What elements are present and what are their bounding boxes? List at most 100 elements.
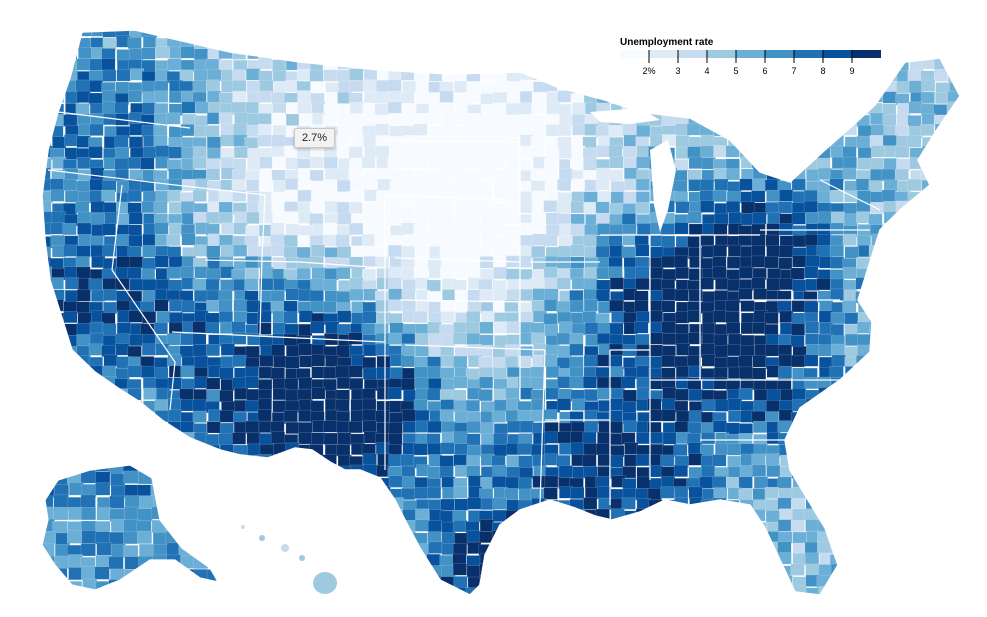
county-cell bbox=[532, 288, 547, 301]
legend-swatch bbox=[649, 50, 678, 58]
county-cell bbox=[272, 388, 287, 401]
county-cell bbox=[751, 190, 766, 203]
county-cell bbox=[414, 356, 429, 369]
county-cell bbox=[257, 256, 272, 269]
county-cell bbox=[712, 79, 727, 92]
county-cell bbox=[701, 399, 716, 412]
county-cell bbox=[245, 101, 260, 114]
county-cell bbox=[868, 509, 883, 522]
county-cell bbox=[493, 433, 508, 446]
county-cell bbox=[934, 178, 949, 191]
county-cell bbox=[597, 486, 612, 499]
county-cell bbox=[205, 433, 220, 446]
county-cell bbox=[296, 487, 311, 500]
county-cell bbox=[137, 508, 153, 522]
county-cell bbox=[466, 256, 481, 269]
county-cell bbox=[962, 455, 976, 467]
county-cell bbox=[766, 278, 781, 291]
county-cell bbox=[751, 255, 766, 268]
county-cell bbox=[414, 486, 429, 499]
county-cell bbox=[257, 587, 272, 595]
county-cell bbox=[467, 145, 482, 158]
county-cell bbox=[778, 597, 792, 609]
county-cell bbox=[897, 521, 912, 534]
lake-michigan bbox=[650, 140, 676, 232]
county-cell bbox=[856, 211, 871, 224]
county-cell bbox=[661, 355, 676, 368]
county-cell bbox=[790, 334, 805, 347]
county-cell bbox=[90, 212, 105, 225]
county-cell bbox=[739, 125, 754, 138]
county-cell bbox=[699, 179, 714, 192]
county-cell bbox=[881, 509, 896, 522]
county-cell bbox=[271, 30, 286, 37]
county-cell bbox=[465, 58, 480, 71]
county-cell bbox=[740, 576, 755, 589]
county-cell bbox=[322, 301, 337, 314]
county-cell bbox=[42, 477, 51, 490]
county-cell bbox=[701, 30, 716, 38]
county-cell bbox=[922, 575, 937, 588]
county-cell bbox=[738, 233, 753, 246]
county-cell bbox=[506, 565, 521, 578]
county-cell bbox=[517, 355, 532, 368]
county-cell bbox=[233, 299, 248, 312]
county-cell bbox=[792, 388, 807, 401]
county-cell bbox=[896, 508, 911, 521]
county-cell bbox=[493, 576, 508, 589]
county-cell bbox=[89, 332, 104, 345]
county-cell bbox=[753, 476, 768, 489]
county-cell bbox=[922, 322, 937, 335]
county-cell bbox=[688, 81, 703, 94]
county-cell bbox=[621, 246, 636, 259]
county-cell bbox=[231, 564, 246, 577]
county-cell bbox=[897, 598, 911, 610]
county-cell bbox=[65, 277, 80, 290]
county-cell bbox=[896, 158, 911, 171]
county-cell bbox=[728, 553, 743, 566]
county-cell bbox=[517, 114, 532, 127]
county-cell bbox=[103, 432, 118, 445]
county-cell bbox=[870, 289, 885, 302]
county-cell bbox=[324, 257, 339, 270]
county-cell bbox=[582, 147, 597, 160]
county-cell bbox=[868, 245, 883, 258]
county-cell bbox=[804, 36, 819, 49]
county-cell bbox=[297, 189, 312, 202]
county-cell bbox=[454, 598, 468, 610]
county-cell bbox=[557, 179, 572, 192]
county-cell bbox=[155, 443, 170, 456]
county-cell bbox=[454, 289, 469, 302]
county-cell bbox=[558, 146, 573, 159]
county-cell bbox=[608, 354, 623, 367]
county-cell bbox=[348, 487, 363, 500]
county-cell bbox=[947, 499, 960, 512]
county-cell bbox=[766, 597, 780, 609]
county-cell bbox=[596, 79, 611, 92]
county-cell bbox=[310, 520, 325, 533]
county-cell bbox=[855, 520, 870, 533]
county-cell bbox=[221, 487, 236, 500]
county-cell bbox=[505, 531, 520, 544]
county-cell bbox=[701, 553, 716, 566]
county-cell bbox=[452, 69, 467, 82]
county-cell bbox=[102, 599, 116, 611]
hawaii bbox=[241, 525, 337, 594]
county-cell bbox=[42, 354, 53, 367]
county-cell bbox=[205, 58, 220, 71]
county-cell bbox=[505, 387, 520, 400]
county-cell bbox=[935, 256, 950, 269]
county-cell bbox=[76, 266, 91, 279]
county-cell bbox=[920, 301, 935, 314]
conus-outline bbox=[41, 29, 961, 596]
county-cell bbox=[829, 57, 844, 70]
county-cell bbox=[258, 565, 273, 578]
county-cell bbox=[180, 586, 195, 595]
county-cell bbox=[179, 345, 194, 358]
county-cell bbox=[207, 257, 222, 270]
county-cell bbox=[830, 475, 845, 488]
county-cell bbox=[115, 367, 130, 380]
county-cell bbox=[361, 268, 376, 281]
county-cell bbox=[42, 464, 53, 477]
county-cell bbox=[751, 542, 766, 555]
